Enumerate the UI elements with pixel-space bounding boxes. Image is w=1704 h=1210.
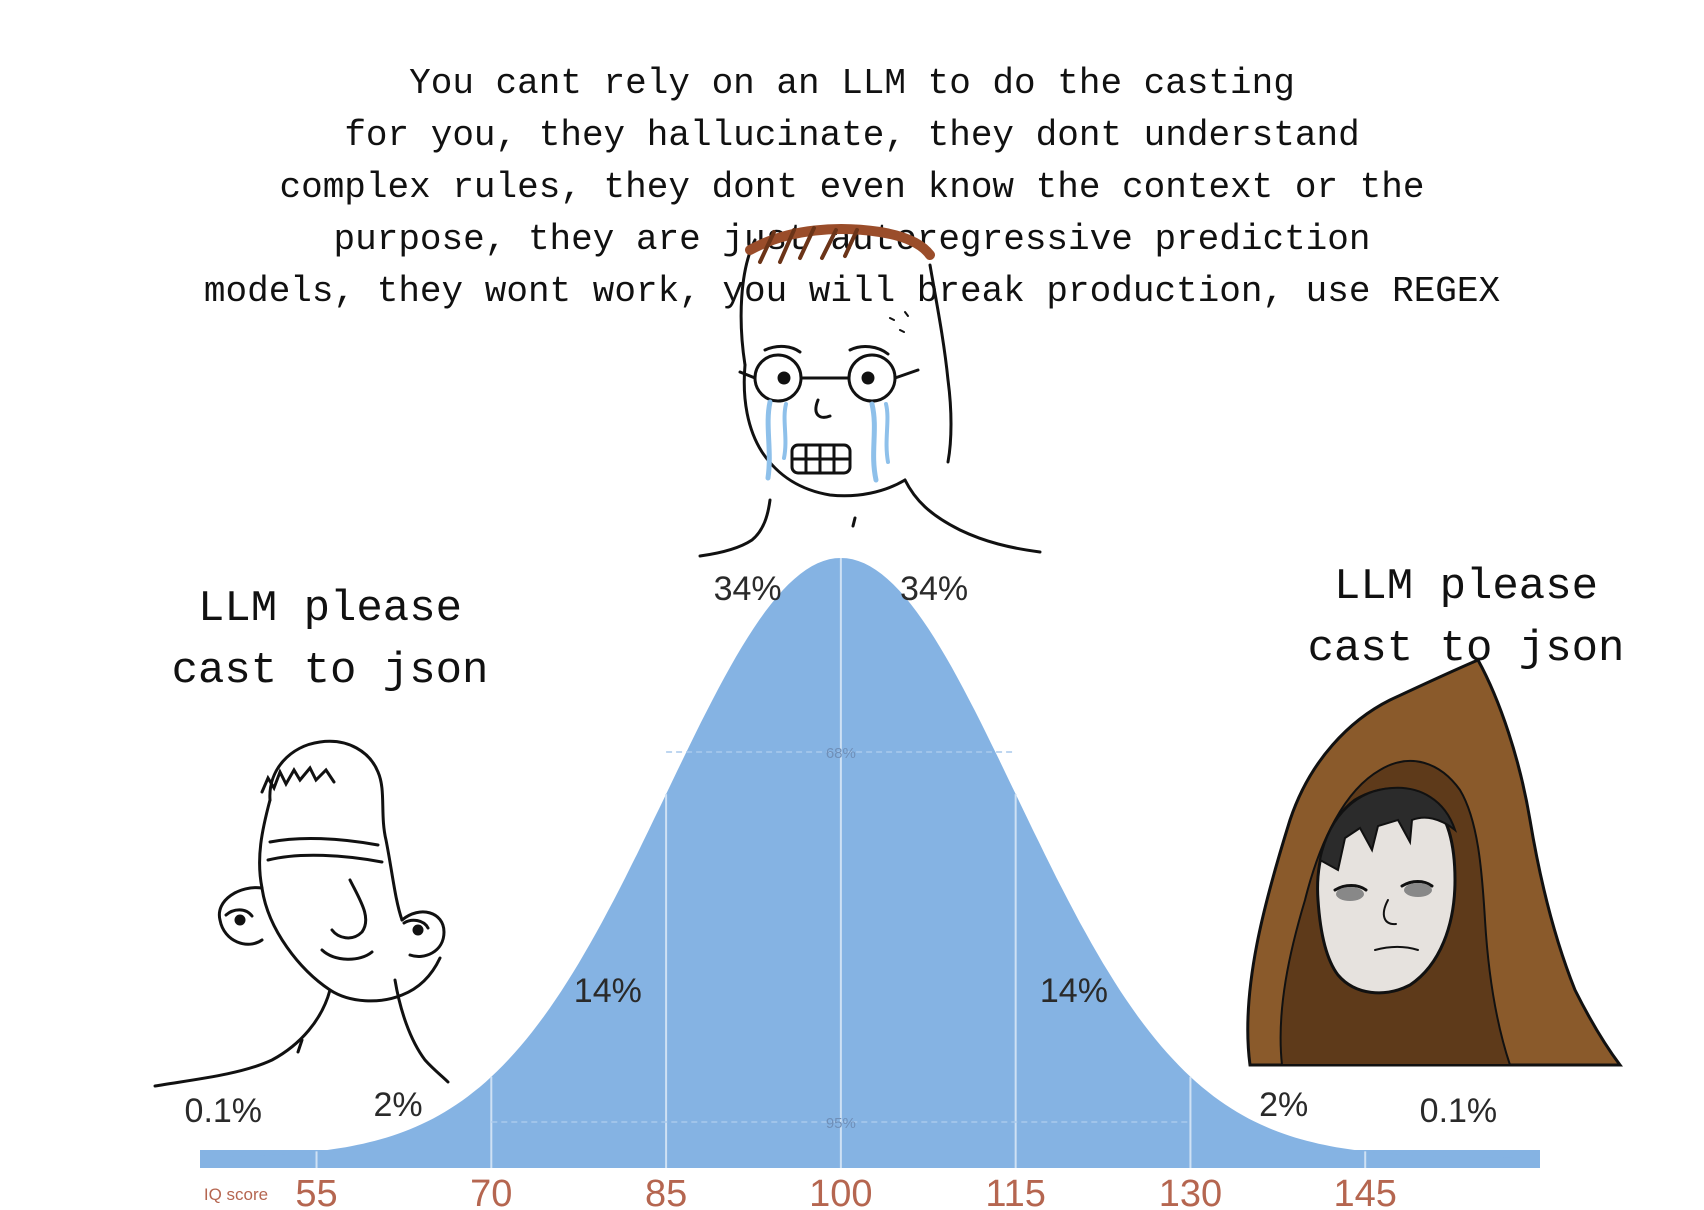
band-percent-label: 0.1% <box>185 1092 263 1130</box>
right-caption: LLM please cast to json <box>1307 562 1625 674</box>
band-percent-label: 34% <box>714 570 782 608</box>
x-tick-label: 70 <box>470 1173 512 1210</box>
band-percent-label: 14% <box>574 972 642 1010</box>
wojak-bald-icon <box>153 739 450 1088</box>
label-two-sd: 95% <box>826 1115 856 1132</box>
x-tick-label: 145 <box>1334 1173 1397 1210</box>
x-tick-label: 100 <box>809 1173 872 1210</box>
wojak-crying-glasses-icon <box>698 224 1042 558</box>
x-tick-label: 130 <box>1159 1173 1222 1210</box>
x-tick-label: 115 <box>985 1173 1046 1210</box>
x-tick-label: 55 <box>295 1173 337 1210</box>
band-percent-label: 0.1% <box>1420 1092 1498 1130</box>
band-percent-label: 34% <box>900 570 968 608</box>
band-percent-label: 2% <box>1259 1086 1308 1124</box>
bell-curve-area <box>200 558 1540 1168</box>
label-one-sd: 68% <box>826 745 856 762</box>
x-axis-label: IQ score <box>204 1185 268 1204</box>
top-caption: You cant rely on an LLM to do the castin… <box>203 63 1501 312</box>
hooded-monk-icon <box>1246 658 1623 1067</box>
left-caption: LLM please cast to json <box>171 584 489 696</box>
x-tick-label: 85 <box>645 1173 687 1210</box>
band-percent-label: 2% <box>374 1086 423 1124</box>
band-percent-label: 14% <box>1040 972 1108 1010</box>
